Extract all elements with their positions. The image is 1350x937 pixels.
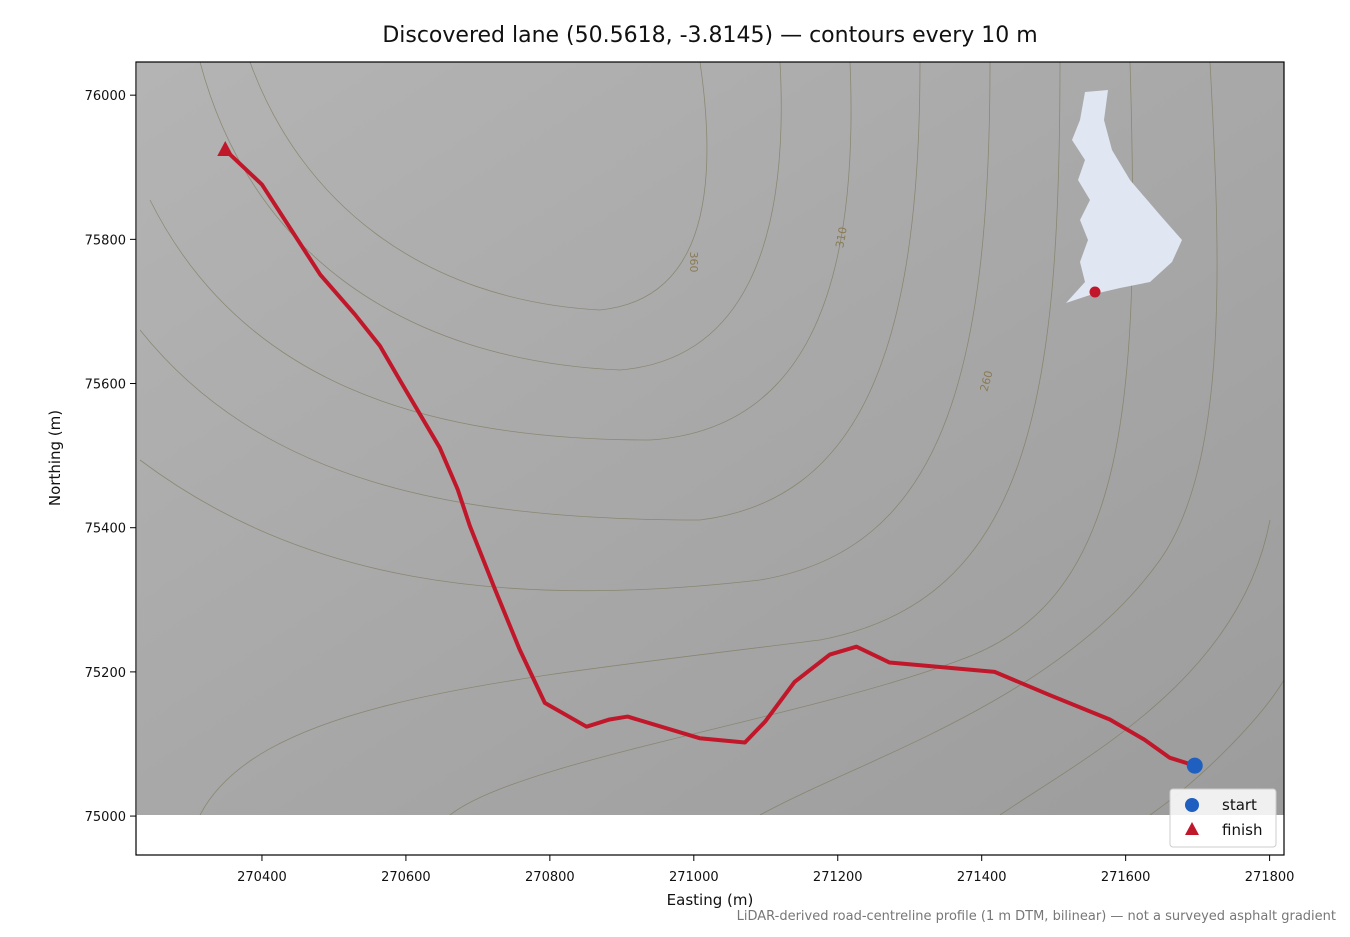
x-tick-label: 271800 — [1245, 870, 1295, 885]
start-marker — [1186, 757, 1203, 774]
x-tick-label: 270800 — [525, 870, 575, 885]
y-tick-label: 75800 — [85, 233, 126, 248]
uk-inset — [1066, 90, 1182, 303]
legend-label: finish — [1222, 821, 1262, 839]
legend-label: start — [1222, 796, 1257, 814]
y-tick-label: 75200 — [85, 666, 126, 681]
chart-title: Discovered lane (50.5618, -3.8145) — con… — [382, 23, 1037, 48]
contours — [139, 62, 1284, 815]
legend: start finish — [1169, 788, 1277, 848]
x-tick-label: 270400 — [237, 870, 287, 885]
axes-frame — [135, 61, 1285, 856]
x-tick-label: 271200 — [813, 870, 863, 885]
x-tick-label: 271000 — [669, 870, 719, 885]
y-tick-label: 75600 — [85, 378, 126, 393]
lane-line — [223, 148, 1196, 768]
finish-marker — [217, 140, 234, 156]
y-axis-label: Northing (m) — [46, 410, 64, 506]
contour-label: 360 — [687, 252, 700, 273]
legend-symbol — [1185, 822, 1199, 835]
contour-label: 260 — [978, 369, 996, 393]
x-tick-label: 271600 — [1101, 870, 1151, 885]
x-tick-label: 271400 — [957, 870, 1007, 885]
contour-label: 310 — [833, 226, 849, 249]
x-tick-label: 270600 — [381, 870, 431, 885]
y-tick-label: 75000 — [85, 810, 126, 825]
legend-symbol — [1185, 798, 1199, 812]
y-tick-label: 75400 — [85, 522, 126, 537]
x-axis-label: Easting (m) — [667, 891, 754, 909]
footnote: LiDAR-derived road-centreline profile (1… — [737, 909, 1336, 924]
y-tick-label: 76000 — [85, 89, 126, 104]
